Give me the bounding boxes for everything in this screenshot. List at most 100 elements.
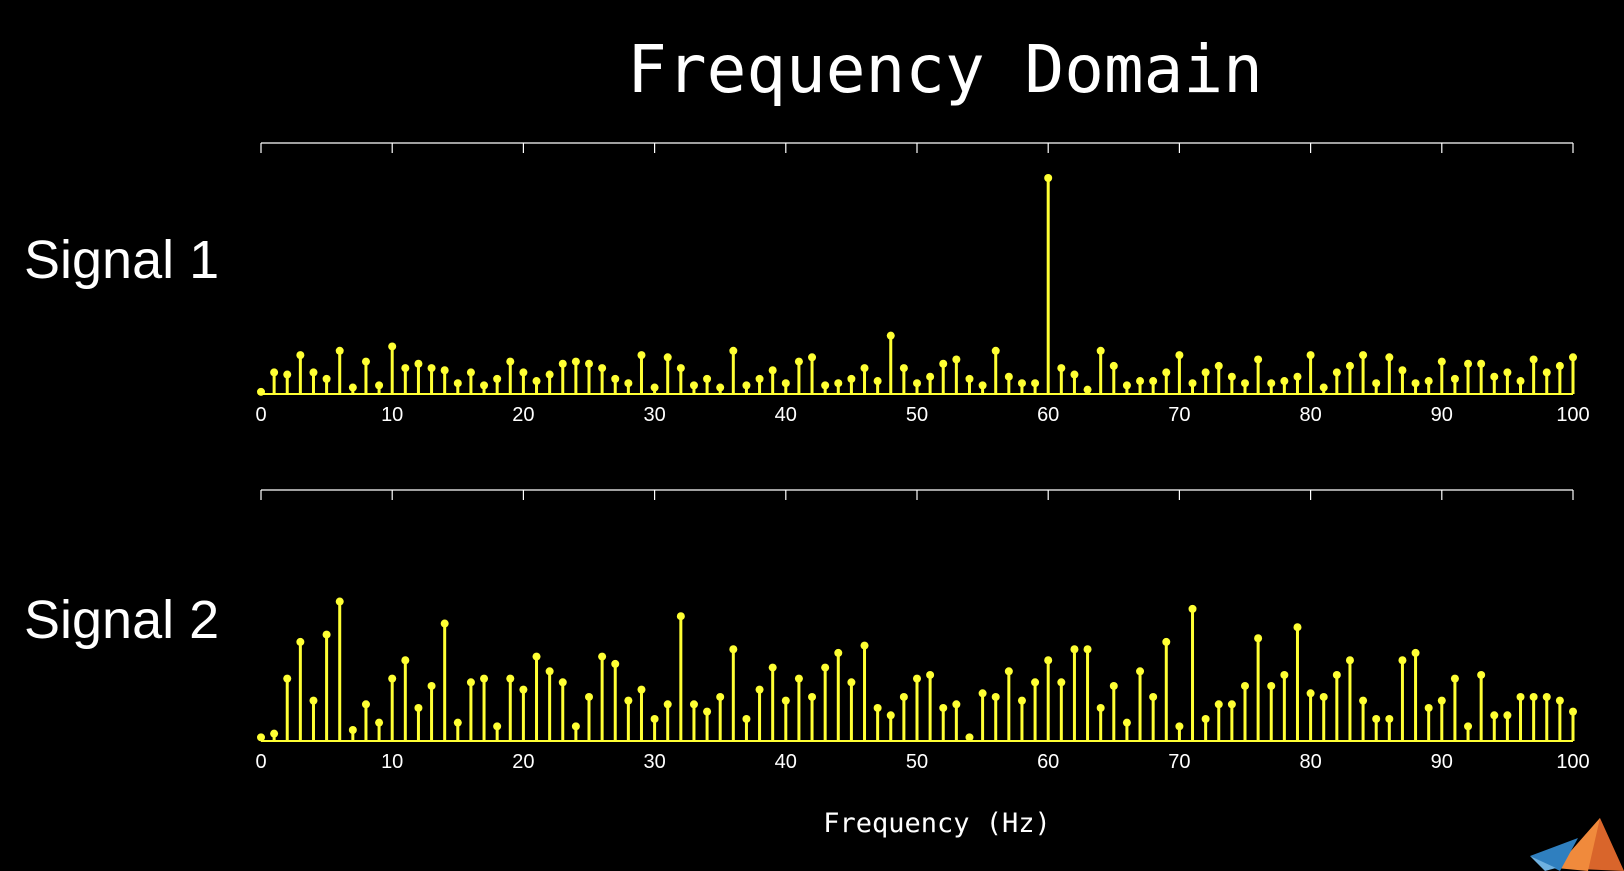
stem-marker [808,353,817,362]
stem-marker [676,612,685,621]
stem-marker [480,381,489,390]
stem-marker [1044,656,1053,665]
stem-marker [1241,379,1249,388]
matlab-membrane-logo-icon [1530,818,1624,871]
stem-marker [1332,368,1341,377]
stem-marker [440,619,449,628]
stem-marker [1070,645,1079,654]
x-tick-label: 60 [1037,404,1059,426]
stem-marker [1201,368,1210,377]
stem-marker [506,357,515,366]
x-axis-label: Frequency (Hz) [823,808,1051,839]
x-tick-label: 10 [381,751,403,773]
stem-marker [1241,681,1249,690]
stem-marker [270,368,279,377]
stem-marker [388,674,397,683]
x-tick-label: 50 [906,751,928,773]
x-tick-label: 30 [643,404,665,426]
stem-marker [965,374,974,383]
stem-marker [1503,711,1512,720]
stem-marker [427,364,436,373]
stem-marker [716,692,725,701]
stem-marker [519,685,528,694]
x-tick-label: 80 [1299,404,1321,426]
stem-marker [1057,364,1066,373]
stem-marker [1424,703,1433,712]
stem-marker [663,353,672,362]
stem-marker [322,630,331,639]
stem-marker [296,637,305,646]
stem-marker [821,663,830,672]
stem-marker [1359,351,1368,360]
stem-marker [1267,681,1276,690]
stem-marker [1227,700,1236,709]
stem-marker [375,718,384,727]
stem-marker [1004,372,1013,381]
stem-marker [847,374,856,383]
stem-marker [794,674,803,683]
stem-marker [1280,670,1289,679]
stem-marker [466,678,475,687]
stem-marker [1293,623,1302,632]
stem-marker [1437,357,1446,366]
stem-marker [1017,696,1026,705]
stem-marker [585,692,593,701]
figure-title: Frequency Domain [627,31,1263,108]
x-tick-label: 50 [906,404,928,426]
stem-marker [558,359,567,368]
stem-marker [1004,667,1013,676]
stem-marker [453,718,462,727]
stem-marker [1437,696,1446,705]
stem-marker [361,700,370,709]
stem-marker [873,703,882,712]
stem-marker [1477,670,1486,679]
stem-marker [1424,377,1433,386]
x-tick-label: 100 [1556,404,1589,426]
stem-marker [1411,648,1420,657]
stem-marker [427,681,436,690]
stem-marker [899,692,908,701]
stem-marker [965,733,974,742]
x-tick-label: 90 [1431,404,1453,426]
stem-marker [1464,359,1473,368]
signal-1-label: Signal 1 [24,230,219,290]
stem-marker [571,722,580,731]
stem-marker [1162,368,1171,377]
x-tick-label: 80 [1299,751,1321,773]
stem-marker [860,364,869,373]
stem-marker [1017,379,1026,388]
stem-marker [729,645,738,654]
stem-marker [1385,353,1394,362]
stem-marker [1398,656,1407,665]
stem-marker [1136,667,1145,676]
stem-marker [1096,346,1105,355]
stem-marker [585,359,593,368]
x-tick-label: 0 [255,404,266,426]
stem-marker [768,663,777,672]
x-tick-label: 70 [1168,751,1190,773]
stem-marker [388,342,397,351]
stem-marker [375,381,384,390]
x-tick-label: 20 [512,404,534,426]
signal-2-label: Signal 2 [24,590,219,650]
stem-marker [257,733,265,742]
stem-marker [1542,368,1551,377]
stem-marker [991,692,1000,701]
stem-marker [742,381,751,390]
stem-marker [1149,377,1158,386]
stem-marker [1162,637,1171,646]
stem-marker [781,696,790,705]
stem-marker [1319,383,1328,392]
stem-marker [1149,692,1158,701]
stem-marker [650,714,659,723]
stem-marker [611,659,620,668]
stem-marker [1083,645,1092,654]
stem-marker [1122,718,1131,727]
stem-marker [1529,355,1538,364]
stem-marker [558,678,567,687]
stem-marker [283,674,292,683]
stem-marker [1293,372,1302,381]
stem-marker [834,648,843,657]
stem-marker [335,346,344,355]
